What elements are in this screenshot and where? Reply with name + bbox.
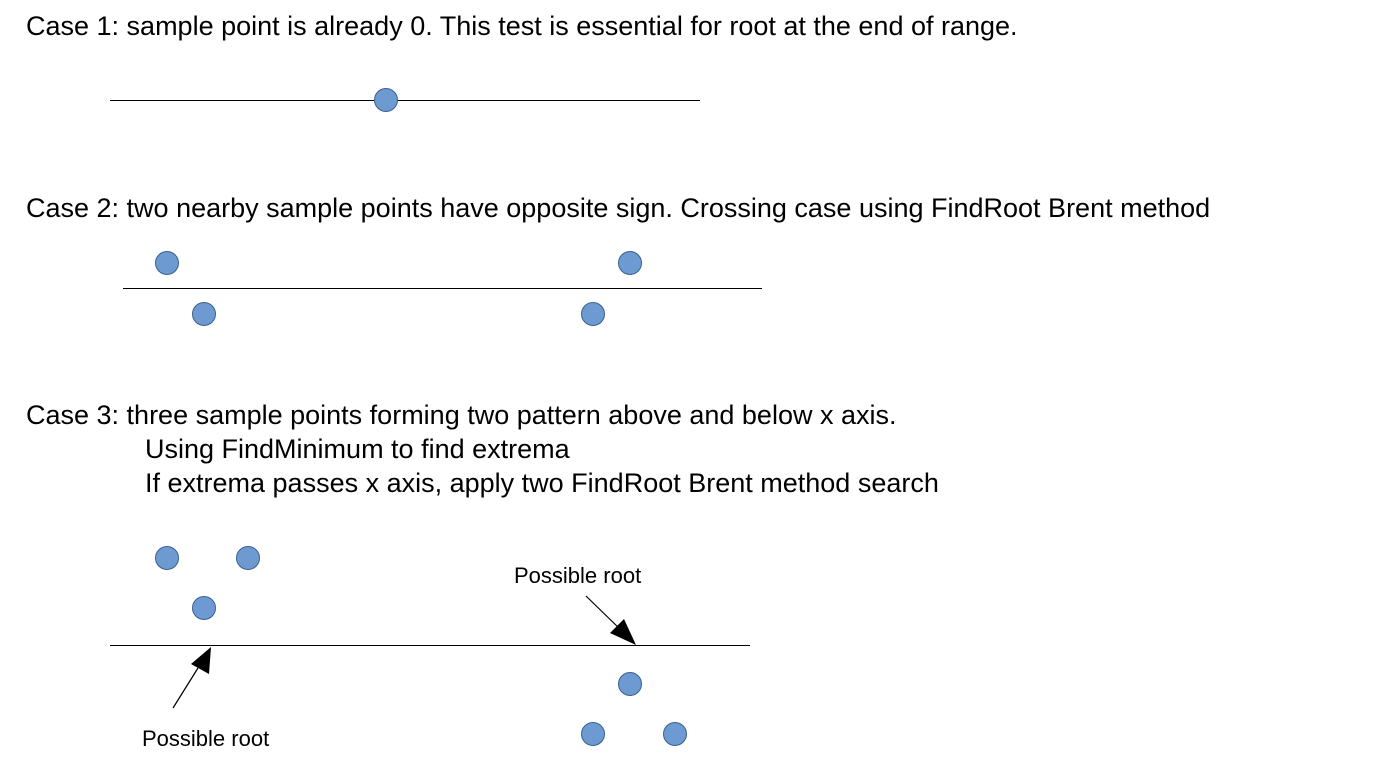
case2-point-above-left	[155, 251, 179, 275]
case3-x-axis	[110, 645, 750, 646]
case3-description: Case 3: three sample points forming two …	[26, 400, 897, 430]
possible-root-label-left: Possible root	[142, 726, 270, 751]
case3-point-above-1	[155, 546, 179, 570]
case3-line-3: If extrema passes x axis, apply two Find…	[145, 468, 939, 498]
case2-point-below-left	[192, 302, 216, 326]
case1-x-axis	[110, 100, 700, 101]
case2-x-axis	[123, 288, 762, 289]
case3-line-2: Using FindMinimum to find extrema	[145, 434, 570, 464]
arrow-to-right-root	[585, 595, 636, 645]
case2-point-above-right	[618, 251, 642, 275]
arrow-to-left-root	[172, 647, 211, 709]
case3-point-above-min	[192, 596, 216, 620]
case3-point-above-2	[236, 546, 260, 570]
case3-point-below-max	[618, 672, 642, 696]
case3-point-below-1	[581, 722, 605, 746]
case2-point-below-right	[581, 302, 605, 326]
possible-root-label-right: Possible root	[514, 563, 642, 588]
case2-description: Case 2: two nearby sample points have op…	[26, 193, 1211, 223]
case1-description: Case 1: sample point is already 0. This …	[26, 11, 1018, 41]
case3-point-below-2	[663, 722, 687, 746]
case1-zero-sample-point	[374, 88, 398, 112]
